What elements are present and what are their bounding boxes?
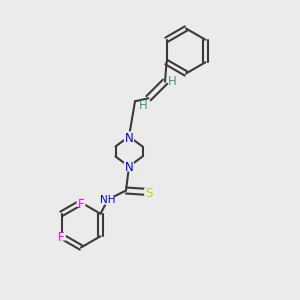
- FancyBboxPatch shape: [124, 161, 134, 172]
- FancyBboxPatch shape: [77, 198, 85, 207]
- Text: N: N: [124, 131, 134, 145]
- Text: N: N: [124, 161, 134, 175]
- Text: F: F: [58, 231, 65, 244]
- Text: NH: NH: [100, 196, 116, 206]
- Text: S: S: [145, 187, 152, 200]
- FancyBboxPatch shape: [102, 194, 114, 205]
- Text: H: H: [139, 99, 148, 112]
- FancyBboxPatch shape: [57, 232, 66, 241]
- FancyBboxPatch shape: [124, 131, 134, 142]
- Text: H: H: [168, 75, 177, 88]
- FancyBboxPatch shape: [144, 188, 153, 196]
- Text: F: F: [78, 197, 84, 211]
